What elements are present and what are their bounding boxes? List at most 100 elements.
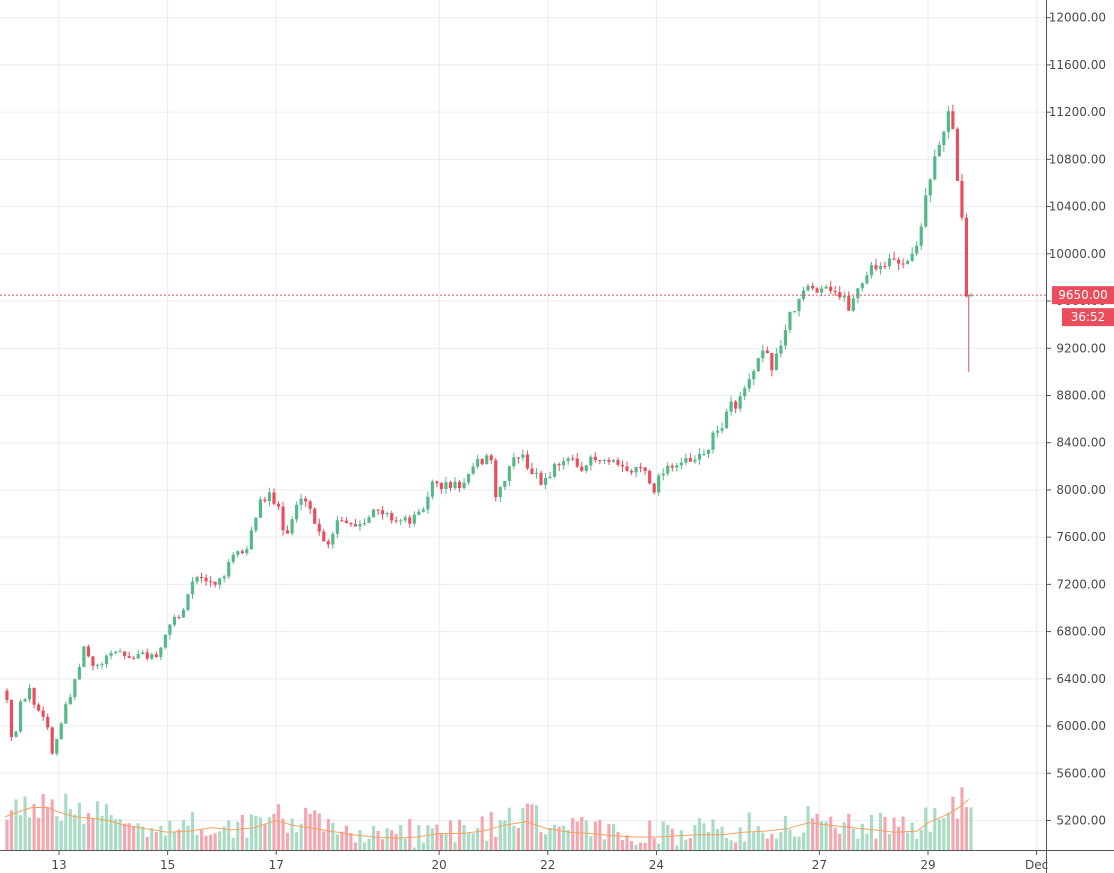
- candle: [127, 655, 131, 658]
- volume-bar: [521, 808, 525, 850]
- candle: [643, 467, 647, 471]
- volume-bar: [783, 815, 788, 850]
- volume-bar: [652, 838, 656, 850]
- candle: [168, 624, 172, 635]
- volume-bar: [9, 810, 14, 850]
- ma-line: [4, 798, 970, 839]
- candle: [290, 519, 294, 534]
- candle: [367, 517, 371, 523]
- candle: [64, 704, 68, 724]
- volume-bar: [770, 833, 774, 850]
- volume-bar: [498, 820, 502, 850]
- volume-bar: [765, 838, 769, 850]
- candle: [276, 503, 281, 507]
- volume-bar: [299, 823, 303, 850]
- volume-bar: [467, 832, 471, 850]
- candle: [249, 530, 253, 550]
- candle: [611, 460, 616, 462]
- volume-bar: [199, 829, 204, 850]
- candle: [177, 616, 181, 618]
- volume-bar: [168, 820, 172, 850]
- candle: [50, 727, 54, 754]
- volume-bar: [833, 827, 837, 850]
- candle: [285, 530, 290, 534]
- y-tick-label: 8800.00: [1056, 388, 1106, 402]
- volume-bar: [629, 841, 634, 850]
- candle: [267, 492, 272, 502]
- volume-bar: [430, 828, 434, 850]
- volume-bar: [276, 804, 281, 850]
- price-badge-label: 9650.00: [1058, 288, 1108, 302]
- volume-bar: [774, 838, 778, 850]
- candle: [59, 723, 63, 739]
- candle: [765, 350, 769, 354]
- volume-bar: [756, 826, 760, 850]
- candle: [109, 652, 113, 656]
- y-tick-label: 10000.00: [1049, 247, 1106, 261]
- volume-bar: [729, 840, 733, 850]
- volume-bar: [421, 842, 425, 850]
- candle: [534, 472, 539, 475]
- y-tick-label: 6800.00: [1056, 625, 1106, 639]
- candle: [18, 701, 23, 732]
- volume-bar: [177, 829, 181, 850]
- candle: [892, 258, 896, 260]
- candle: [969, 295, 973, 297]
- candle: [349, 522, 353, 525]
- candle: [23, 699, 27, 702]
- y-tick-label: 8400.00: [1056, 436, 1106, 450]
- volume-bar: [516, 827, 520, 850]
- candle: [629, 470, 634, 473]
- volume-bar: [507, 807, 511, 850]
- candle: [371, 509, 376, 518]
- candle: [439, 483, 444, 490]
- volume-bar: [326, 818, 330, 850]
- x-tick-label: Dec: [1025, 858, 1048, 872]
- volume-bar: [734, 842, 738, 850]
- candle: [820, 288, 824, 293]
- volume-bar: [439, 833, 444, 850]
- candle: [186, 594, 190, 610]
- x-tick-label: 20: [432, 858, 447, 872]
- volume-bar: [444, 833, 448, 850]
- candle: [666, 465, 670, 474]
- candle: [494, 460, 498, 498]
- candle: [163, 634, 167, 648]
- candle: [593, 456, 597, 461]
- volume-bar: [435, 824, 439, 850]
- volume-bar: [779, 832, 783, 850]
- candle: [408, 517, 412, 524]
- candle: [521, 454, 525, 458]
- candle: [308, 501, 312, 509]
- volume-bar: [113, 819, 118, 850]
- y-axis-ticks: 12000.00 11600.00 11200.00 10800.00 10400.00…: [1046, 11, 1106, 827]
- volume-bar: [322, 831, 326, 850]
- volume-bar: [512, 825, 516, 850]
- candle: [150, 654, 154, 659]
- candle: [543, 477, 548, 485]
- candle: [55, 738, 59, 754]
- candle: [792, 311, 797, 313]
- candle: [240, 551, 244, 554]
- candle: [575, 458, 579, 467]
- candles[interactable]: [5, 104, 973, 756]
- candle: [417, 511, 421, 515]
- candle: [607, 459, 611, 462]
- candle: [91, 656, 95, 666]
- candle: [697, 454, 702, 460]
- volume-bar: [100, 815, 104, 850]
- candle: [41, 710, 45, 717]
- candle: [896, 259, 901, 264]
- candle: [462, 482, 466, 489]
- candle: [557, 464, 561, 466]
- volume-bar: [534, 805, 539, 850]
- volume-bar: [104, 804, 109, 850]
- candle: [394, 520, 398, 522]
- volume-bar: [14, 799, 18, 850]
- volume-bar: [752, 832, 756, 850]
- volume-bar: [308, 813, 312, 850]
- candle: [5, 690, 9, 700]
- x-tick-label: 27: [812, 858, 827, 872]
